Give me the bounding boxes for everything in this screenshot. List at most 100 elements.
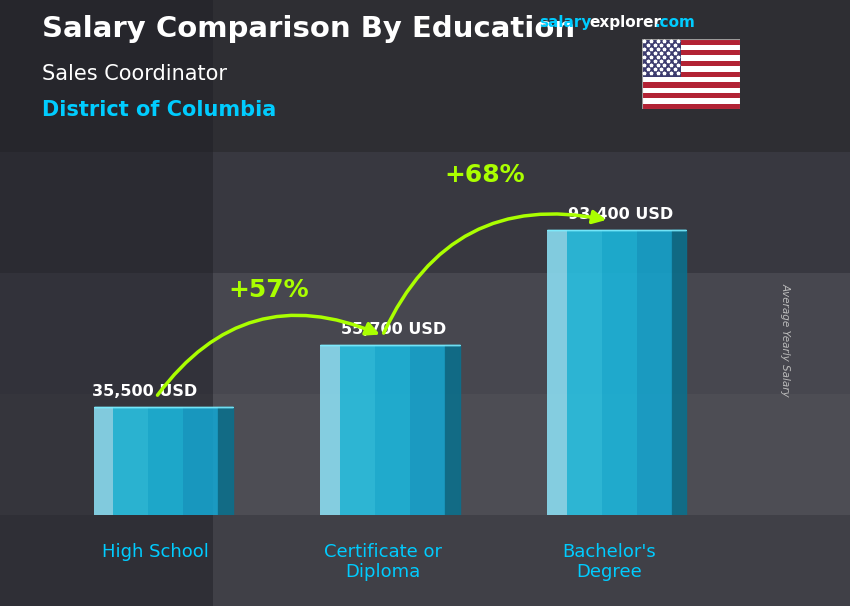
Bar [547,230,552,515]
Bar [0,236,850,239]
Bar [0,321,850,324]
Bar [0,361,850,364]
Bar [557,230,562,515]
Bar [0,536,850,539]
Bar [616,230,621,515]
Bar [0,451,850,454]
Bar [0,482,850,485]
Polygon shape [218,407,233,515]
Bar [203,407,208,515]
Bar [642,93,740,98]
Bar [0,530,850,533]
Bar [0,473,850,476]
Bar [0,351,850,355]
Bar [0,442,850,445]
Bar [0,394,850,397]
Bar [0,588,850,591]
Bar [0,200,850,203]
Bar [642,61,740,66]
Bar [666,230,672,515]
Bar [330,345,335,515]
Bar [0,248,850,251]
Bar [99,407,104,515]
Bar [0,161,850,164]
Bar [0,551,850,554]
Text: .com: .com [654,15,695,30]
Bar [0,167,850,170]
Bar [0,55,850,58]
Bar [380,345,385,515]
Bar [128,407,133,515]
Bar [149,407,153,515]
Bar [0,230,850,233]
Bar [0,15,850,18]
Bar [0,476,850,479]
Bar [0,173,850,176]
Bar [0,203,850,206]
Bar [0,570,850,573]
Text: Bachelor's
Degree: Bachelor's Degree [563,542,656,581]
Text: Sales Coordinator: Sales Coordinator [42,64,228,84]
Bar [572,230,577,515]
Bar [0,388,850,391]
Bar [0,406,850,409]
Bar [0,385,850,388]
Bar [213,407,218,515]
Bar [0,118,850,121]
Bar [0,291,850,294]
Bar [656,230,661,515]
Bar [0,188,850,191]
Bar [0,112,850,115]
Bar [173,407,178,515]
Bar [0,418,850,421]
Bar [365,345,370,515]
Bar [0,479,850,482]
Bar [626,230,632,515]
Bar [0,48,850,52]
Text: High School: High School [102,542,209,561]
Bar [0,27,850,30]
Bar [0,97,850,100]
Bar [0,330,850,333]
Bar [0,103,850,106]
Bar [0,6,850,9]
Bar [0,327,850,330]
Bar [425,345,430,515]
Bar [0,24,850,27]
Bar [0,94,850,97]
Bar [0,561,850,564]
Bar [647,230,652,515]
Bar [0,355,850,358]
Bar [0,424,850,427]
Text: 55,700 USD: 55,700 USD [341,322,446,337]
Bar [0,158,850,161]
Bar [410,345,415,515]
Bar [0,576,850,579]
Bar [0,524,850,527]
Bar [642,72,740,77]
Bar [0,470,850,473]
Bar [0,212,850,215]
Text: Salary Comparison By Education: Salary Comparison By Education [42,15,575,43]
Bar [0,436,850,439]
Bar [0,382,850,385]
Bar [0,512,850,515]
Bar [0,251,850,255]
Bar [0,88,850,91]
Bar [0,142,850,145]
Bar [0,82,850,85]
Bar [0,506,850,509]
Bar [0,273,850,276]
Bar [0,597,850,600]
Bar [0,64,850,67]
Bar [0,139,850,142]
Bar [0,515,850,518]
Bar [642,39,681,77]
Bar [420,345,425,515]
Bar [0,579,850,582]
Bar [94,407,99,515]
Bar [0,206,850,209]
Bar [642,82,740,88]
Bar [0,264,850,267]
Bar [0,133,850,136]
